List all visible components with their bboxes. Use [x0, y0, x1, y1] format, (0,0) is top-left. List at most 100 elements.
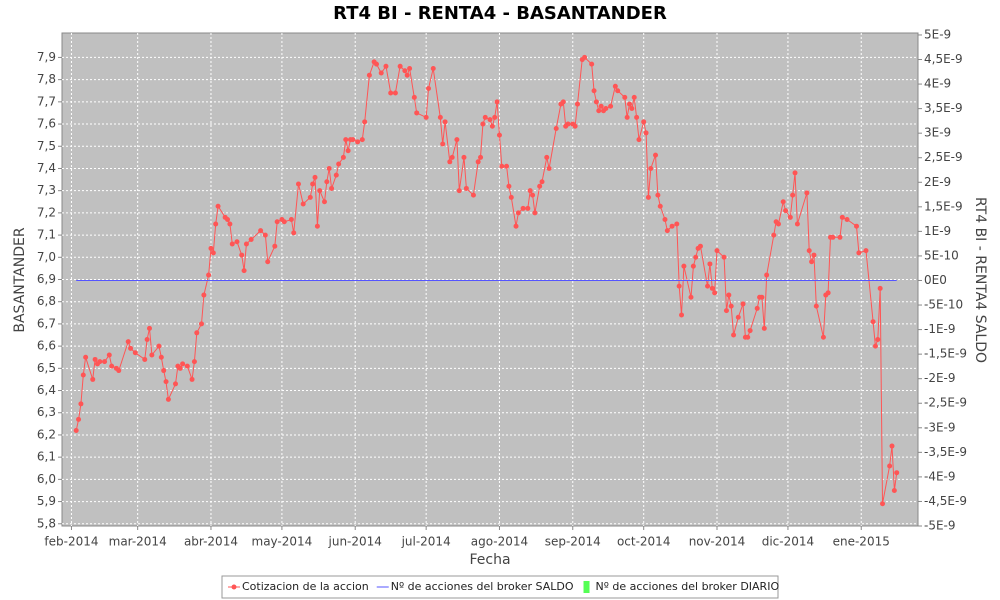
data-point [872, 343, 878, 349]
data-point [132, 350, 138, 356]
y2-tick-label: -5E-10 [924, 298, 963, 312]
data-point [754, 305, 760, 311]
data-point [844, 217, 850, 223]
y2-tick-label: 5E-9 [924, 27, 951, 41]
data-point [731, 332, 737, 338]
data-point [499, 163, 505, 169]
data-point [189, 376, 195, 382]
data-point [820, 334, 826, 340]
data-point [407, 66, 413, 72]
data-point [300, 201, 306, 207]
data-point [314, 223, 320, 229]
x-tick-label: may-2014 [252, 535, 313, 549]
y-tick-label: 5,9 [37, 494, 56, 508]
data-point [598, 103, 604, 109]
data-point [241, 268, 247, 274]
data-point [690, 263, 696, 269]
data-point [794, 221, 800, 227]
y-tick-label: 6,0 [37, 472, 56, 486]
y2-tick-label: 3,5E-9 [924, 101, 963, 115]
data-point [281, 219, 287, 225]
data-point [144, 336, 150, 342]
data-point [863, 248, 869, 254]
y-tick-label: 6,5 [37, 361, 56, 375]
data-point [745, 334, 751, 340]
data-point [508, 194, 514, 200]
data-point [180, 361, 186, 367]
data-point [693, 254, 699, 260]
y2-tick-label: -4,5E-9 [924, 494, 967, 508]
data-point [243, 241, 249, 247]
legend-label: Cotizacion de la accion [242, 580, 369, 593]
y2-tick-label: -2E-9 [924, 371, 956, 385]
data-point [688, 294, 694, 300]
data-point [329, 185, 335, 191]
y-tick-label: 7,9 [37, 50, 56, 64]
data-point [423, 114, 429, 120]
y-tick-label: 6,6 [37, 339, 56, 353]
data-point [184, 363, 190, 369]
x-tick-label: jun-2014 [328, 535, 382, 549]
y2-tick-label: 2E-9 [924, 175, 951, 189]
y-axis-label: BASANTANDER [12, 227, 28, 333]
chart-title: RT4 BI - RENTA4 - BASANTANDER [333, 3, 667, 24]
x-tick-label: abr-2014 [184, 535, 238, 549]
data-point [662, 217, 668, 223]
data-point [887, 463, 893, 469]
data-point [340, 154, 346, 160]
data-point [759, 294, 765, 300]
data-point [728, 303, 734, 309]
data-point [463, 185, 469, 191]
data-point [608, 103, 614, 109]
data-point [161, 368, 167, 374]
data-point [229, 241, 235, 247]
data-point [146, 325, 152, 331]
data-point [350, 137, 356, 143]
data-point [80, 372, 86, 378]
y-tick-label: 7,7 [37, 94, 56, 108]
y-tick-label: 6,8 [37, 294, 56, 308]
data-point [513, 223, 519, 229]
data-point [201, 292, 207, 298]
data-point [191, 359, 197, 365]
y2-tick-label: 3E-9 [924, 126, 951, 140]
data-point [504, 163, 510, 169]
data-point [527, 188, 533, 194]
data-point [78, 401, 84, 407]
data-point [591, 88, 597, 94]
data-point [525, 205, 531, 211]
data-point [225, 217, 231, 223]
data-point [612, 83, 618, 89]
data-point [90, 376, 96, 382]
data-point [173, 381, 179, 387]
data-point [397, 63, 403, 69]
data-point [825, 290, 831, 296]
data-point [258, 228, 264, 234]
data-point [537, 183, 543, 189]
data-point [546, 165, 552, 171]
y-tick-label: 5,8 [37, 516, 56, 530]
data-point [622, 94, 628, 100]
data-point [239, 252, 245, 258]
data-point [489, 123, 495, 129]
data-point [856, 250, 862, 256]
series-line [75, 56, 898, 504]
data-point [787, 214, 793, 220]
data-point [839, 214, 845, 220]
data-point [480, 121, 486, 127]
data-point [355, 139, 361, 145]
data-point [790, 192, 796, 198]
data-point [272, 243, 278, 249]
data-point [707, 261, 713, 267]
data-point [520, 205, 526, 211]
data-point [648, 165, 654, 171]
y-tick-label: 6,1 [37, 450, 56, 464]
data-point [494, 99, 500, 105]
data-point [792, 170, 798, 176]
data-point [262, 232, 268, 238]
data-point [629, 106, 635, 112]
y2-tick-label: -3,5E-9 [924, 445, 967, 459]
data-point [634, 114, 640, 120]
data-point [402, 68, 408, 74]
